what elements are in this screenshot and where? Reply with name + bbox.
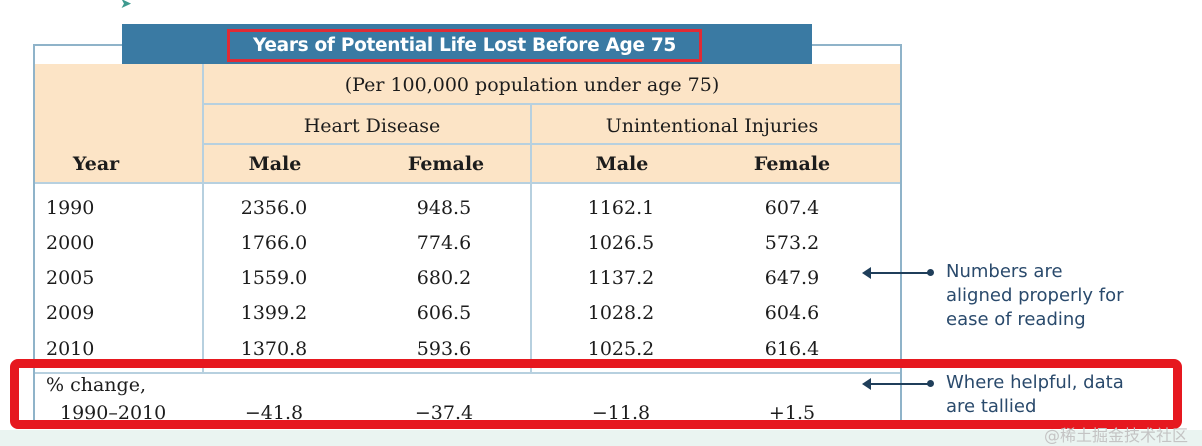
annotation-line: Where helpful, data <box>946 372 1124 393</box>
column-header: Male <box>595 153 649 175</box>
table-title: Years of Potential Life Lost Before Age … <box>253 35 676 56</box>
grid-line <box>202 64 204 374</box>
arrow-left-icon <box>862 267 934 279</box>
table-cell: 2356.0 <box>240 197 308 219</box>
table-subtitle: (Per 100,000 population under age 75) <box>344 74 720 96</box>
watermark: @稀土掘金技术社区 <box>1043 426 1188 445</box>
table-cell: 948.5 <box>416 197 472 219</box>
grid-line <box>35 372 900 374</box>
table-cell: 680.2 <box>416 267 472 289</box>
row-year: 1990 <box>46 197 95 219</box>
table-cell: 1559.0 <box>240 267 308 289</box>
table-cell: 616.4 <box>764 338 820 360</box>
table-cell: 774.6 <box>416 232 472 254</box>
annotation-line: ease of reading <box>946 309 1086 330</box>
table-cell: 606.5 <box>416 302 472 324</box>
title-highlight-box: Years of Potential Life Lost Before Age … <box>227 29 702 62</box>
table-cell: 1137.2 <box>587 267 655 289</box>
table-cell: 604.6 <box>764 302 820 324</box>
table-cell: 593.6 <box>416 338 472 360</box>
row-year: 2005 <box>46 267 95 289</box>
change-label-range: 1990–2010 <box>60 402 167 424</box>
column-header: Female <box>753 153 831 175</box>
year-header: Year <box>72 153 120 175</box>
change-cell: +1.5 <box>768 402 816 424</box>
table-cell: 607.4 <box>764 197 820 219</box>
grid-line <box>202 143 900 145</box>
row-year: 2010 <box>46 338 95 360</box>
change-cell: −11.8 <box>591 402 651 424</box>
annotation-line: aligned properly for <box>946 285 1124 306</box>
change-cell: −41.8 <box>244 402 304 424</box>
table-cell: 1026.5 <box>587 232 655 254</box>
group-heart-disease: Heart Disease <box>303 115 441 137</box>
table-cell: 573.2 <box>764 232 820 254</box>
table-cell: 1766.0 <box>240 232 308 254</box>
bottom-strip <box>0 430 1202 446</box>
change-cell: −37.4 <box>414 402 474 424</box>
grid-line <box>530 104 532 374</box>
header-fill <box>35 64 900 182</box>
grid-line <box>35 182 900 184</box>
group-unintentional-injuries: Unintentional Injuries <box>605 115 819 137</box>
arrow-icon: ➤ <box>120 0 132 12</box>
column-header: Female <box>407 153 485 175</box>
arrow-left-icon <box>862 378 934 390</box>
column-header: Male <box>248 153 302 175</box>
annotation-line: are tallied <box>946 396 1037 417</box>
table-cell: 1028.2 <box>587 302 655 324</box>
table-cell: 1162.1 <box>587 197 655 219</box>
grid-line <box>202 103 900 105</box>
highlight-box <box>10 359 1182 429</box>
row-year: 2009 <box>46 302 95 324</box>
table-cell: 1025.2 <box>587 338 655 360</box>
table-cell: 647.9 <box>764 267 820 289</box>
table-cell: 1399.2 <box>240 302 308 324</box>
change-label: % change, <box>46 374 146 396</box>
annotation-aligned: Numbers are aligned properly for ease of… <box>946 260 1124 332</box>
annotation-tallied: Where helpful, data are tallied <box>946 371 1124 419</box>
annotation-line: Numbers are <box>946 261 1063 282</box>
row-year: 2000 <box>46 232 95 254</box>
table-cell: 1370.8 <box>240 338 308 360</box>
